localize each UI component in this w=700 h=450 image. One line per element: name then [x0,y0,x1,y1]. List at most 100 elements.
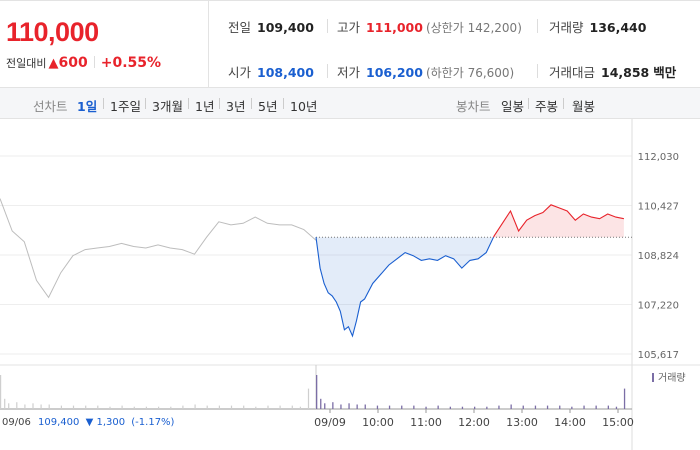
price-box: 110,000 전일대비 ▲600 +0.55% [0,1,209,87]
volume-bar [413,405,415,409]
change-label: 전일대비 [6,57,47,70]
y-tick-label: 107,220 [638,301,679,312]
tab-divider [219,98,220,109]
volume-bar [534,405,537,409]
today-series [315,204,625,338]
prev-volume-bar [121,405,123,409]
stat-divider [327,64,328,78]
tab-1year[interactable]: 1년 [195,99,215,114]
x-tick-label: 12:00 [458,416,490,429]
prev-volume-bar [133,406,135,409]
stat-unit: 백만 [653,65,677,80]
volume-label: 거래량 [658,372,686,384]
prev-volume-bar [145,406,147,409]
x-tick-label: 09/09 [314,416,346,429]
change-row: 전일대비 ▲600 +0.55% [6,55,161,71]
tab-1day[interactable]: 1일 [77,99,98,114]
tab-weekly-candle[interactable]: 주봉 [535,99,559,114]
prev-volume-bar [85,405,87,409]
tab-daily-candle[interactable]: 일봉 [501,99,525,114]
volume-bar [449,406,451,409]
down-arrow-icon: ▼ [86,417,94,428]
volume-bar [486,406,488,409]
stat-value: 136,440 [589,20,647,35]
prev-volume-bar [60,405,62,409]
period-tab-bar: 선차트 1일 1주일 3개월 1년 3년 5년 10년 봉차트 일봉 주봉 월봉 [0,88,700,119]
today-down-fill [316,237,494,336]
prev-note-rate: (-1.17%) [131,417,174,428]
prev-note-date: 09/06 [2,417,31,428]
prev-volume-bar [97,405,99,409]
prev-volume-bar [307,388,310,409]
x-tick-label: 11:00 [410,416,442,429]
volume-bar [376,405,379,409]
y-tick-label: 108,824 [638,251,679,262]
volume-bar [437,405,439,409]
prev-volume-bar [48,404,50,409]
tab-divider [528,98,529,109]
volume-bar [546,405,549,409]
tab-divider [563,98,564,109]
volume-bar [348,403,350,409]
stat-label: 저가 [337,65,361,80]
stat-label: 시가 [228,65,252,80]
prev-volume-bar [158,406,160,409]
volume-bar [320,398,322,409]
volume-bar [425,406,427,409]
stat-open: 시가 108,400 [228,62,314,81]
x-tick-label: 15:00 [602,416,634,429]
tab-3year[interactable]: 3년 [226,99,246,114]
prev-day-line [0,198,317,299]
prev-day-note: 09/06 109,400 ▼ 1,300 (-1.17%) [2,417,175,428]
tab-divider [283,98,284,109]
stat-label: 거래대금 [549,65,596,80]
prev-note-change: 1,300 [96,417,125,428]
stat-value: 111,000 [366,20,423,35]
tab-monthly-candle[interactable]: 월봉 [572,99,596,114]
change-value: 600 [58,55,88,71]
volume-bar [401,405,403,409]
tab-divider [145,98,146,109]
tab-10year[interactable]: 10년 [290,99,318,114]
volume-bar [559,405,561,409]
prev-volume-bar [255,406,257,409]
volume-legend-icon [652,373,654,382]
stat-divider [537,64,538,78]
x-tick-label: 10:00 [362,416,394,429]
prev-volume-bar [243,405,245,409]
current-price: 110,000 [6,17,99,47]
prev-volume-bar [170,406,172,409]
stat-value: 109,400 [257,20,314,35]
y-tick-label: 110,427 [638,202,679,213]
volume-bar [607,405,609,409]
stat-high: 고가 111,000 (상한가 142,200) [337,17,522,36]
prev-volume-bar [267,405,269,409]
stat-trade-amount: 거래대금 14,858 백만 [549,62,676,81]
y-axis: 112,030 110,427 108,824 107,220 105,617 [638,152,679,361]
candle-chart-label: 봉차트 [456,99,491,114]
y-tick-label: 105,617 [638,350,679,361]
prev-volume-bar [32,403,34,409]
volume-bar [623,388,626,409]
tab-3month[interactable]: 3개월 [152,99,183,114]
prev-volume-bar [24,404,26,409]
stat-sub: (상한가 142,200) [425,21,522,35]
volume-bar [615,406,618,409]
volume-bar [364,404,366,409]
volume-bar [388,405,391,409]
x-tick-label: 14:00 [554,416,586,429]
prev-volume-bar [182,405,184,409]
up-arrow-icon: ▲ [48,56,59,71]
quote-header: 110,000 전일대비 ▲600 +0.55% 전일 109,400 고가 111,0… [0,0,700,88]
prev-volume-bar [206,405,208,409]
volume-bar [474,406,476,409]
prev-volume-bar [0,375,2,409]
tab-divider [251,98,252,109]
volume-bar [461,406,464,409]
volume-bar [498,405,500,409]
tab-1week[interactable]: 1주일 [110,99,141,114]
prev-volume-bar [279,405,281,409]
tab-5year[interactable]: 5년 [258,99,278,114]
